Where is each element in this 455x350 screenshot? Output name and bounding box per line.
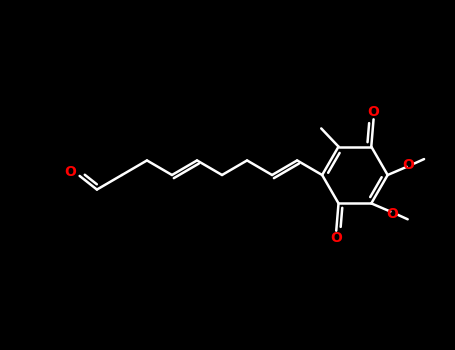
Text: O: O [368,105,379,119]
Text: O: O [386,207,398,221]
Text: O: O [330,231,342,245]
Text: O: O [65,165,76,179]
Text: O: O [403,158,415,172]
